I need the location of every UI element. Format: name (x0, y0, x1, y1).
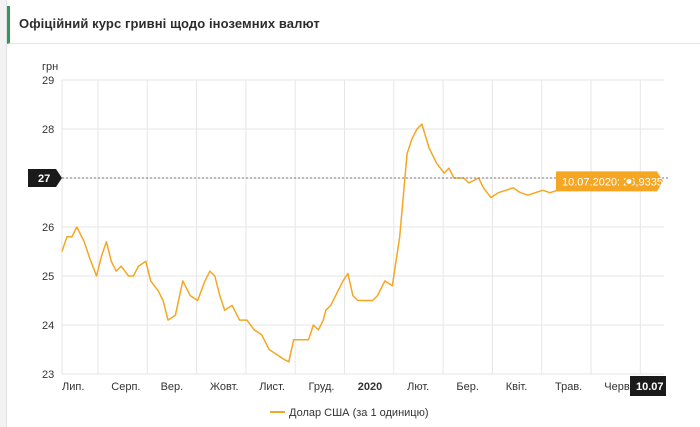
x-tick-label: Лип. (62, 381, 84, 393)
page-title: Офіційний курс гривні щодо іноземних вал… (19, 16, 320, 31)
x-tick-label: Бер. (456, 381, 479, 393)
y-tick-label: 23 (42, 369, 54, 381)
y-tick-label: 25 (42, 271, 54, 283)
card-header: Офіційний курс гривні щодо іноземних вал… (7, 6, 700, 44)
x-axis-ticks: Лип. Серп. Вер. Жовт. Лист. Груд. 2020 Лют. Бер.… (62, 381, 633, 393)
x-tick-label: 2020 (358, 381, 382, 393)
x-tick-label: Жовт. (210, 381, 239, 393)
tooltip: 10.07.2020: 26,9335 (556, 171, 663, 192)
x-tick-label: Серп. (111, 381, 140, 393)
y-tick-label: 29 (42, 75, 54, 87)
crosshair-x-value: 10.07 (636, 381, 664, 393)
crosshair-point (624, 176, 634, 186)
x-tick-label: Квіт. (506, 381, 528, 393)
legend-label: Долар США (за 1 одиницю) (289, 407, 429, 419)
x-tick-label: Трав. (555, 381, 582, 393)
series-layer (61, 123, 630, 363)
x-tick-label: Лист. (259, 381, 285, 393)
x-tick-label: Вер. (161, 381, 184, 393)
chart-card: Офіційний курс гривні щодо іноземних вал… (6, 0, 700, 427)
y-axis-unit-label: грн (42, 61, 58, 73)
chart-legend[interactable]: Долар США (за 1 одиницю) (270, 407, 429, 419)
series-line (61, 123, 630, 363)
x-tick-label: Черв. (604, 381, 632, 393)
x-tick-label: Груд. (309, 381, 335, 393)
crosshair-y-badge-shape (28, 169, 62, 187)
crosshair-y-value: 27 (38, 173, 50, 185)
crosshair-x-badge-shape (630, 376, 666, 396)
crosshair: 27 10.07.2020: 26,9335 10.07 (28, 169, 668, 396)
y-tick-label: 28 (42, 124, 54, 136)
crosshair-x-badge: 10.07 (630, 376, 666, 396)
y-tick-label: 26 (42, 222, 54, 234)
crosshair-y-badge: 27 (28, 169, 62, 187)
y-tick-label: 24 (42, 320, 54, 332)
y-axis-ticks: 29282726252423 (42, 75, 54, 381)
tooltip-text: 10.07.2020: 26,9335 (562, 176, 663, 188)
tooltip-shape (556, 171, 663, 192)
x-tick-label: Лют. (407, 381, 429, 393)
chart-grid (61, 79, 664, 375)
